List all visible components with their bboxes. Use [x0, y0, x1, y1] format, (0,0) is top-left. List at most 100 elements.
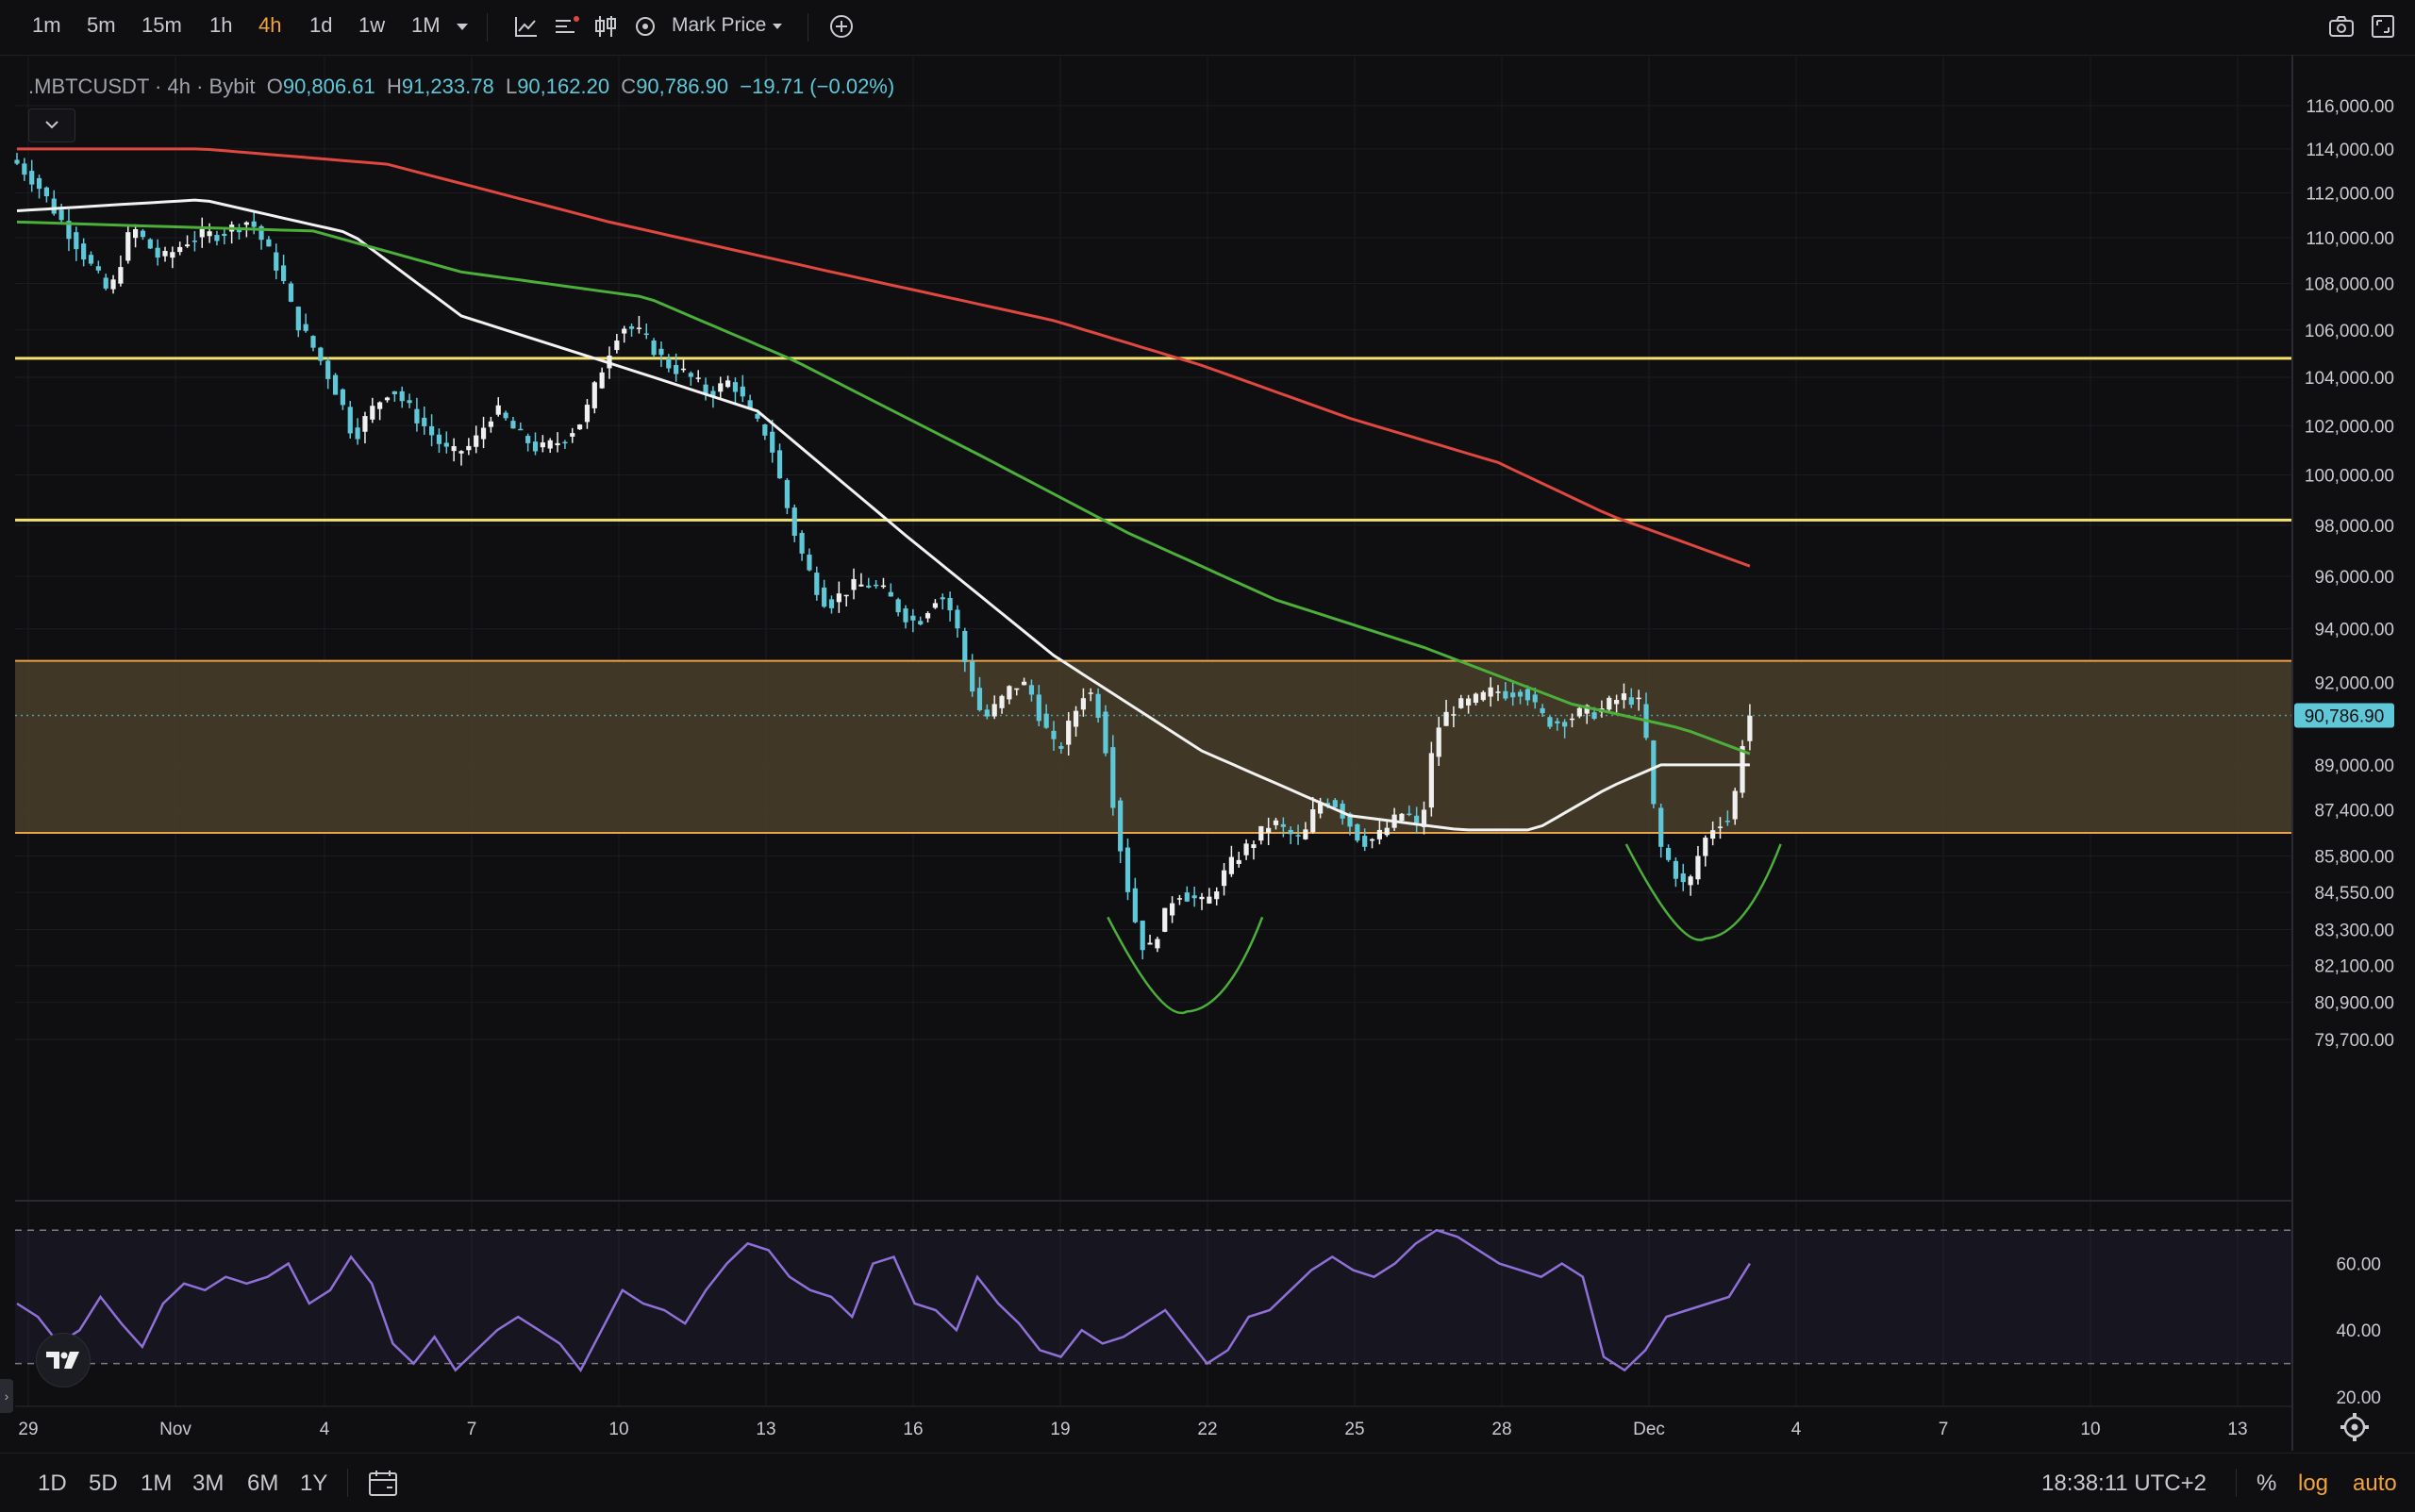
candle — [1576, 705, 1582, 719]
candle — [636, 315, 641, 334]
expand-panel-chevron-icon[interactable]: › — [0, 1379, 13, 1413]
candle — [1703, 835, 1708, 867]
candle — [1221, 863, 1227, 896]
candle-body — [384, 397, 391, 401]
candle-body — [680, 368, 687, 371]
candle — [770, 419, 775, 463]
candle-body — [95, 266, 101, 271]
candle — [1199, 892, 1205, 910]
rsi-tick-label: 20.00 — [2336, 1388, 2381, 1408]
timeframe-15m[interactable]: 15m — [142, 13, 182, 37]
range-1Y[interactable]: 1Y — [300, 1470, 328, 1496]
timeframe-1d[interactable]: 1d — [309, 13, 333, 37]
log-scale-toggle[interactable]: log — [2298, 1470, 2329, 1496]
candles-icon[interactable] — [591, 11, 621, 42]
candle — [1228, 845, 1234, 877]
price-source-icon[interactable] — [630, 11, 660, 42]
chevron-down-icon[interactable] — [447, 12, 477, 42]
indicators-icon[interactable] — [552, 11, 582, 42]
range-1M[interactable]: 1M — [141, 1470, 173, 1496]
range-3M[interactable]: 3M — [192, 1470, 225, 1496]
candle — [222, 228, 227, 245]
candle-body — [466, 445, 472, 451]
candle-body — [207, 231, 212, 237]
candle-body — [1140, 921, 1145, 951]
candle-body — [1273, 820, 1279, 825]
legend-symbol[interactable]: .MBTCUSDT — [28, 75, 149, 98]
time-tick-label: 25 — [1344, 1420, 1364, 1439]
candle-body — [1303, 829, 1308, 839]
candle — [843, 594, 849, 607]
axis-settings-gear-icon[interactable] — [2340, 1413, 2369, 1441]
chart-type-icon[interactable] — [511, 11, 541, 42]
range-6M[interactable]: 6M — [247, 1470, 279, 1496]
candle — [570, 427, 575, 443]
candle — [110, 274, 116, 294]
legend-high-label: H — [386, 75, 402, 98]
candle — [725, 375, 731, 389]
candle — [429, 414, 435, 447]
candle — [95, 260, 101, 274]
range-5D[interactable]: 5D — [89, 1470, 118, 1496]
clock[interactable]: 18:38:11 UTC+2 — [2041, 1470, 2207, 1496]
time-tick-label: 16 — [903, 1420, 923, 1439]
candle — [547, 438, 553, 454]
candle-body — [495, 405, 501, 415]
price-source-dropdown[interactable]: Mark Price — [672, 14, 783, 37]
candle — [1636, 690, 1641, 711]
timeframe-1h[interactable]: 1h — [209, 13, 233, 37]
candle-body — [458, 451, 464, 454]
timeframe-1w[interactable]: 1w — [358, 13, 386, 37]
candle — [391, 390, 397, 402]
candle-body — [1228, 856, 1234, 874]
legend-collapse-button[interactable] — [28, 108, 75, 142]
candle-body — [674, 364, 679, 374]
candle — [443, 431, 449, 454]
candle-body — [451, 445, 457, 452]
candle-body — [1184, 892, 1190, 902]
candle-body — [858, 584, 864, 587]
candle — [1124, 839, 1131, 901]
price-tick-label: 114,000.00 — [2306, 141, 2394, 160]
auto-scale-toggle[interactable]: auto — [2353, 1470, 2397, 1496]
fullscreen-icon[interactable] — [2368, 11, 2398, 42]
candle — [1458, 694, 1464, 709]
candle-body — [1436, 727, 1441, 757]
candle-body — [184, 244, 191, 247]
percent-scale-toggle[interactable]: % — [2257, 1470, 2277, 1496]
candle — [251, 210, 257, 235]
candle — [1170, 896, 1175, 923]
candle-body — [170, 252, 175, 258]
candle-body — [1717, 826, 1724, 828]
candle-body — [814, 573, 820, 595]
calendar-icon[interactable] — [368, 1468, 398, 1498]
candle — [1073, 706, 1079, 737]
candle — [1384, 820, 1390, 838]
candle — [1251, 839, 1257, 860]
price-chart[interactable]: 116,000.00 114,000.00 112,000.00 110,000.00… — [0, 55, 2415, 1451]
add-plus-icon[interactable] — [826, 11, 857, 42]
candle — [1214, 887, 1220, 906]
candle — [170, 246, 175, 269]
candle-body — [332, 374, 339, 395]
candle-body — [1732, 790, 1738, 820]
timeframe-4h[interactable]: 4h — [258, 13, 282, 37]
moving-average-white — [16, 198, 1750, 832]
candle-body — [303, 324, 308, 331]
candle — [651, 338, 657, 357]
tradingview-logo-icon[interactable] — [36, 1333, 91, 1387]
camera-icon[interactable] — [2326, 11, 2357, 42]
candle-body — [874, 584, 879, 587]
candle — [155, 239, 160, 266]
candle-body — [1110, 747, 1116, 808]
candle — [540, 435, 545, 453]
candle-body — [540, 442, 545, 448]
timeframe-5m[interactable]: 5m — [87, 13, 116, 37]
range-1D[interactable]: 1D — [38, 1470, 67, 1496]
candle-body — [1266, 827, 1272, 834]
candle — [1407, 805, 1412, 817]
timeframe-1m[interactable]: 1m — [32, 13, 61, 37]
time-axis: 29 Nov 4 7 10 13 16 19 22 25 28 Dec 4 7 10 13 — [18, 1420, 2247, 1439]
timeframe-1M[interactable]: 1M — [411, 13, 441, 37]
candle-body — [222, 233, 227, 237]
